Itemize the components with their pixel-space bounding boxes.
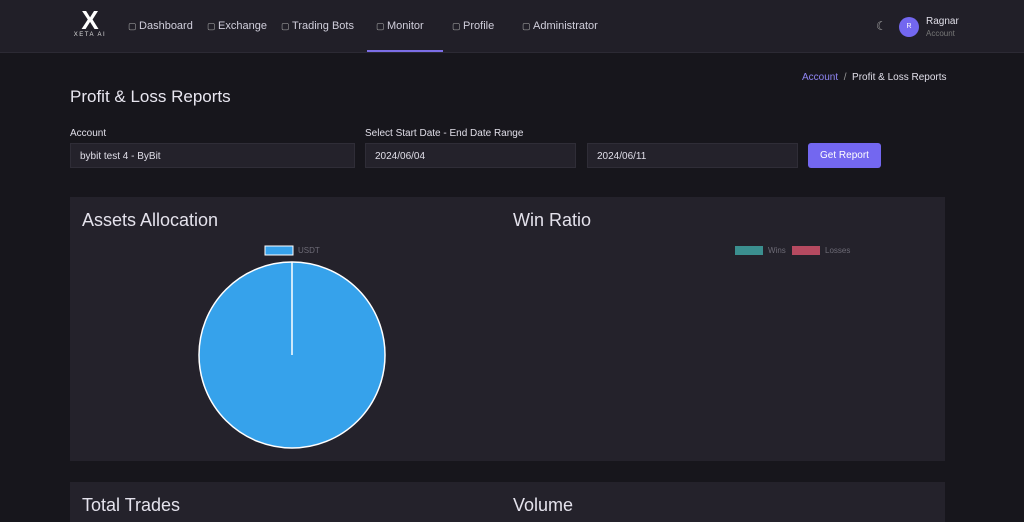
nav-item[interactable]: Exchange <box>207 20 267 32</box>
charts-card: Assets Allocation Win Ratio USDT Wins Los… <box>70 197 945 461</box>
account-label: Account <box>70 128 107 139</box>
theme-toggle[interactable]: ☾ <box>876 19 887 33</box>
date-label: Select Start Date - End Date Range <box>365 128 524 139</box>
start-date[interactable]: 2024/06/04 <box>365 143 576 168</box>
get-report-button[interactable]: Get Report <box>808 143 881 168</box>
legend-label: USDT <box>298 246 320 255</box>
user-role: Account <box>926 29 955 38</box>
nav-item[interactable]: Monitor <box>376 20 424 32</box>
legend-swatch <box>264 245 294 256</box>
active-indicator <box>367 50 443 52</box>
legend-label: Losses <box>825 246 850 255</box>
page-title: Profit & Loss Reports <box>70 87 231 106</box>
breadcrumb: Account / Profit & Loss Reports <box>802 72 947 83</box>
nav-item[interactable]: Administrator <box>522 20 598 32</box>
navbar: X XETA AI Dashboard Exchange Trading Bot… <box>0 0 1024 53</box>
chart-title: Assets Allocation <box>82 210 219 230</box>
legend-label: Wins <box>768 246 786 255</box>
chart-title: Win Ratio <box>513 210 592 230</box>
breadcrumb-link[interactable]: Account <box>802 72 839 83</box>
end-date[interactable]: 2024/06/11 <box>587 143 798 168</box>
brand[interactable]: X XETA AI <box>70 5 110 38</box>
nav-item[interactable]: Profile <box>452 20 494 32</box>
user-name: Ragnar <box>926 16 959 27</box>
brand-name: XETA AI <box>73 32 107 38</box>
pie-chart: USDT <box>198 245 386 449</box>
nav-item[interactable]: Trading Bots <box>281 20 354 32</box>
section-title: Total Trades <box>82 495 181 515</box>
legend-swatch <box>792 246 820 255</box>
section-title: Volume <box>513 495 574 515</box>
logo: X <box>81 5 99 35</box>
pie-chart: Wins Losses <box>735 246 850 255</box>
breadcrumb-separator: / <box>840 72 850 83</box>
avatar[interactable]: R <box>899 17 919 37</box>
account-select[interactable]: bybit test 4 - ByBit <box>70 143 355 168</box>
breadcrumb-current: Profit & Loss Reports <box>852 72 947 83</box>
stats-card: Total Trades Volume <box>70 482 945 522</box>
nav-item[interactable]: Dashboard <box>128 20 193 32</box>
legend-swatch <box>735 246 763 255</box>
